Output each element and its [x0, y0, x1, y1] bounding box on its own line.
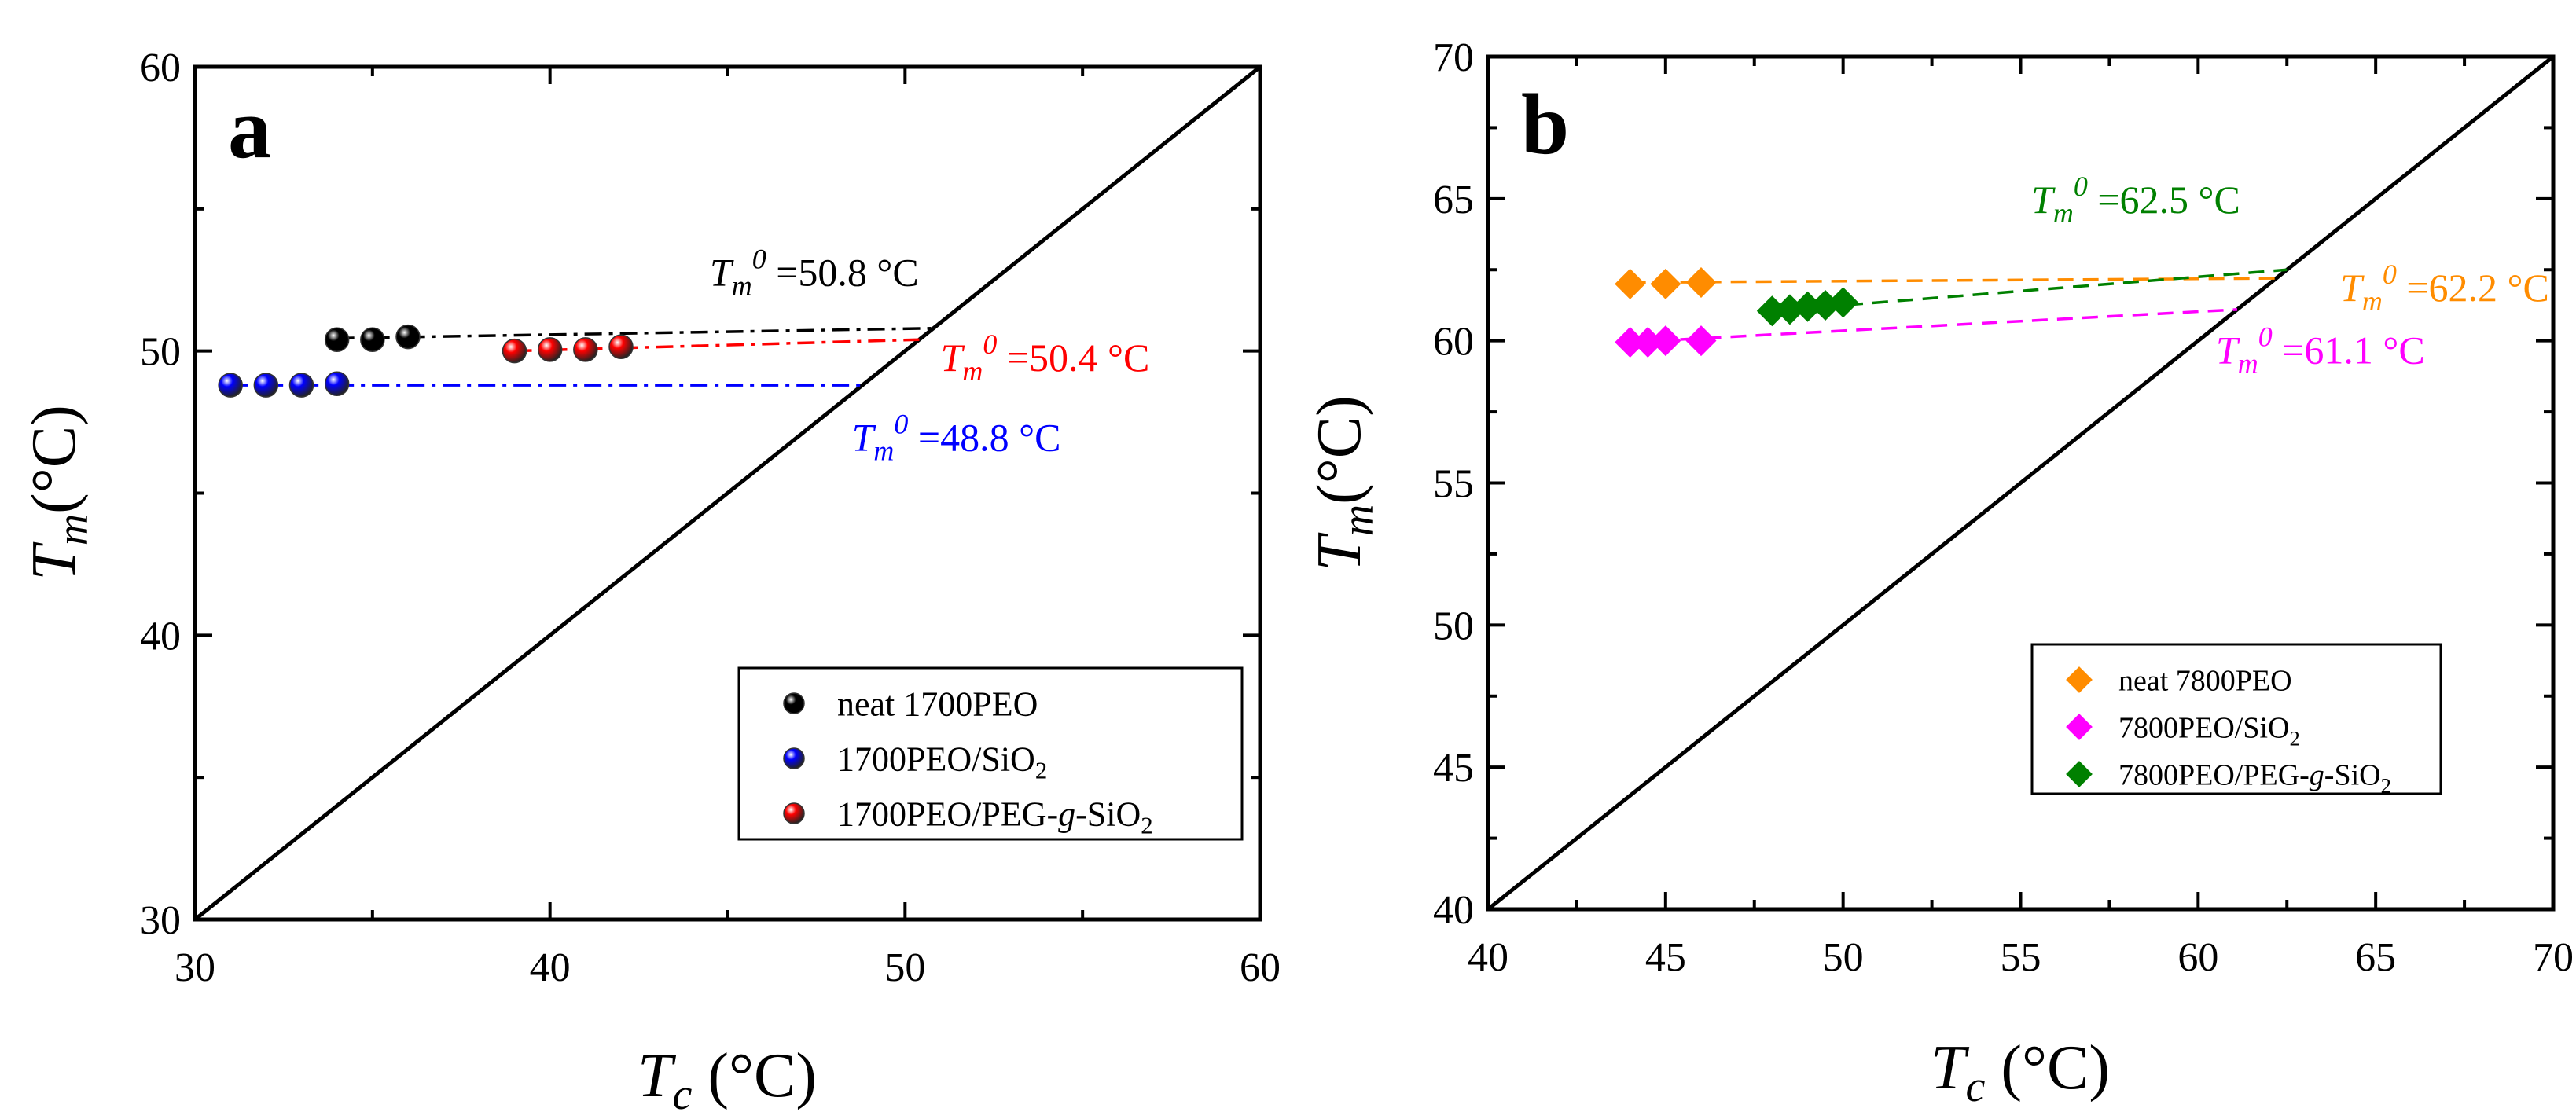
annotations: Tm0 =50.8 °C Tm0 =50.4 °C Tm0 =48.8 °C — [710, 243, 1149, 466]
data-point — [288, 373, 314, 398]
fit-line — [1772, 268, 2288, 313]
annotation-label: Tm0 =62.5 °C — [2031, 171, 2240, 229]
data-point — [1632, 326, 1663, 358]
y-tick-label: 40 — [1433, 888, 1474, 933]
fit-line — [514, 338, 920, 353]
fit-line — [1630, 277, 2277, 284]
legend: neat 1700PEO 1700PEO/SiO2 1700PEO/PEG-g-Si… — [737, 666, 1244, 841]
data-point — [218, 373, 243, 398]
data-point — [395, 324, 421, 350]
legend-symbol — [783, 747, 805, 769]
legend-entry: neat 1700PEO — [783, 684, 1038, 723]
legend-box — [2030, 643, 2442, 795]
fit-lines — [230, 326, 934, 387]
data-point — [573, 337, 598, 362]
y-axis-label: Tm(°C) — [1305, 395, 1383, 571]
x-tick-label: 60 — [1240, 945, 1281, 990]
legend-symbol — [2066, 761, 2093, 787]
x-tick-label: 60 — [2177, 935, 2218, 980]
fit-lines — [1630, 268, 2288, 344]
y-tick-label: 30 — [140, 898, 181, 943]
fit-line — [336, 326, 934, 340]
legend-symbol — [2066, 714, 2093, 740]
y-tick-label: 60 — [1433, 320, 1474, 365]
legend-symbol — [2066, 666, 2093, 693]
chart-panel-b: 40 45 50 55 60 65 70 40 45 50 55 60 65 70 Tm0 =62.5 °… — [1305, 35, 2574, 1111]
y-tick-label: 40 — [140, 614, 181, 659]
fit-line — [1630, 308, 2238, 344]
data-point — [1685, 325, 1717, 357]
legend-entry: 1700PEO/SiO2 — [783, 739, 1047, 784]
y-tick-label: 70 — [1433, 35, 1474, 80]
legend-label: neat 1700PEO — [837, 684, 1038, 723]
panel-label: b — [1521, 76, 1569, 172]
x-tick-label: 50 — [1823, 935, 1864, 980]
legend-label: 1700PEO/PEG-g-SiO2 — [837, 795, 1153, 839]
data-point — [324, 327, 350, 352]
legend-label: 1700PEO/SiO2 — [837, 739, 1047, 784]
y-tick-label: 50 — [140, 330, 181, 375]
legend-entry: neat 7800PEO — [2066, 664, 2292, 697]
diagonal-line — [1486, 55, 2555, 911]
y-tick-label: 65 — [1433, 178, 1474, 222]
legend: neat 7800PEO 7800PEO/SiO2 7800PEO/PEG-g-Si… — [2030, 643, 2442, 797]
x-axis-label: Tc (°C) — [638, 1041, 817, 1112]
x-tick-label: 55 — [2001, 935, 2041, 980]
y-axis-label: Tm(°C) — [20, 405, 97, 581]
data-point — [1650, 268, 1681, 299]
legend-label: 7800PEO/SiO2 — [2118, 711, 2300, 750]
y-tick-label: 50 — [1433, 604, 1474, 648]
legend-entry: 7800PEO/SiO2 — [2066, 711, 2300, 750]
x-tick-label: 50 — [884, 945, 925, 990]
data-point — [1685, 267, 1717, 299]
x-tick-label: 30 — [175, 945, 215, 990]
axis-ticks: 30 40 50 60 30 40 50 60 — [140, 46, 1281, 990]
data-point — [1615, 268, 1646, 299]
data-point — [502, 338, 527, 364]
data-point — [1828, 287, 1859, 318]
data-point — [253, 373, 279, 398]
data-point — [360, 327, 385, 352]
y-tick-label: 55 — [1433, 462, 1474, 507]
legend-symbol — [783, 802, 805, 824]
data-point — [1615, 326, 1646, 358]
x-tick-label: 40 — [530, 945, 571, 990]
axis-ticks: 40 45 50 55 60 65 70 40 45 50 55 60 65 70 — [1433, 35, 2574, 980]
annotation-label: Tm0 =50.4 °C — [941, 328, 1150, 387]
x-tick-label: 70 — [2533, 935, 2574, 980]
annotation-label: Tm0 =61.1 °C — [2216, 321, 2425, 380]
data-point — [1650, 325, 1681, 357]
diagonal-line — [193, 65, 1262, 921]
legend-entry: 7800PEO/PEG-g-SiO2 — [2066, 758, 2391, 797]
data-point — [1792, 291, 1823, 322]
annotation-label: Tm0 =48.8 °C — [852, 408, 1061, 466]
y-tick-label: 45 — [1433, 746, 1474, 791]
data-points — [1615, 267, 1859, 358]
legend-symbol — [783, 692, 805, 714]
data-point — [324, 371, 350, 397]
x-tick-label: 65 — [2355, 935, 2396, 980]
data-points — [218, 324, 634, 398]
legend-box — [737, 666, 1244, 841]
x-axis-label: Tc (°C) — [1931, 1033, 2110, 1111]
x-tick-label: 45 — [1645, 935, 1686, 980]
data-point — [608, 334, 634, 359]
legend-entry: 1700PEO/PEG-g-SiO2 — [783, 795, 1153, 839]
annotation-label: Tm0 =50.8 °C — [710, 243, 919, 301]
y-tick-label: 60 — [140, 46, 181, 90]
x-tick-label: 40 — [1468, 935, 1508, 980]
data-point — [1756, 295, 1788, 327]
chart-panel-a: 30 40 50 60 30 40 50 60 Tm0 =50.8 °C Tm0 =50.4 °… — [20, 46, 1281, 1112]
legend-label: 7800PEO/PEG-g-SiO2 — [2118, 758, 2391, 797]
data-point — [537, 337, 563, 362]
annotation-label: Tm0 =62.2 °C — [2340, 259, 2549, 317]
legend-label: neat 7800PEO — [2118, 664, 2292, 697]
panel-label: a — [228, 80, 271, 176]
